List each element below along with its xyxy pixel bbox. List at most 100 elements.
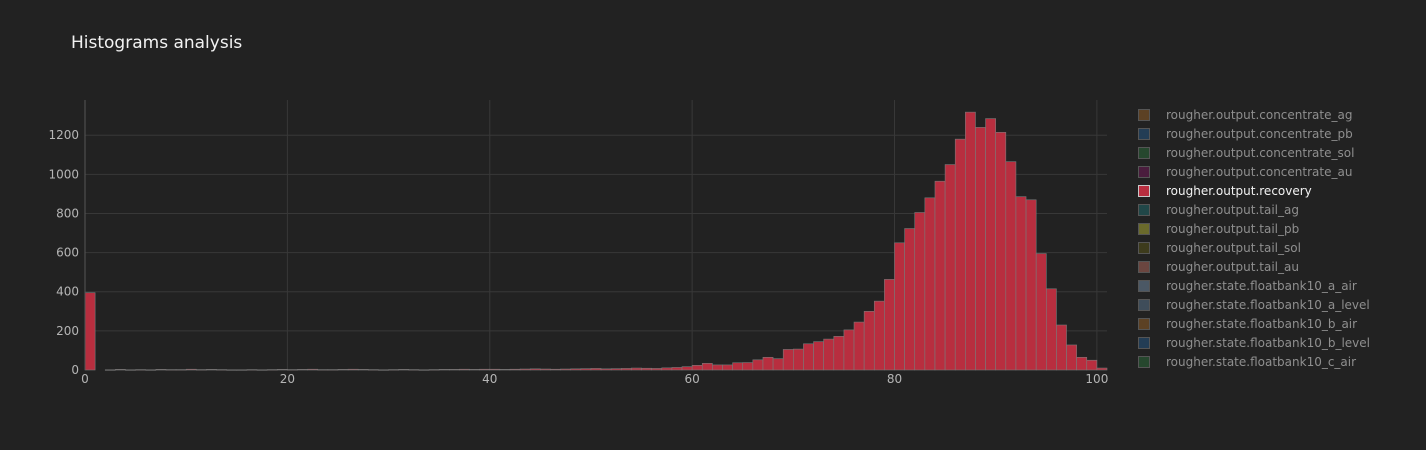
histogram-bar[interactable] xyxy=(873,300,885,371)
histogram-bar[interactable] xyxy=(590,368,602,371)
histogram-bar[interactable] xyxy=(843,329,855,371)
histogram-bar[interactable] xyxy=(863,311,875,371)
histogram-bar[interactable] xyxy=(196,369,207,371)
histogram-bar[interactable] xyxy=(317,369,329,371)
histogram-bar[interactable] xyxy=(631,367,642,371)
histogram-bar[interactable] xyxy=(894,242,905,371)
histogram-bar[interactable] xyxy=(448,369,460,371)
histogram-bar[interactable] xyxy=(934,180,946,371)
histogram-bar[interactable] xyxy=(226,369,238,371)
histogram-bar[interactable] xyxy=(276,369,288,371)
histogram-bar[interactable] xyxy=(985,118,996,371)
histogram-bar[interactable] xyxy=(418,369,430,371)
histogram-plot[interactable]: 0 200 400 600 800 1000 1200 0 20 40 60 80 100 xyxy=(0,0,1120,450)
histogram-bar[interactable] xyxy=(762,356,774,371)
histogram-bar[interactable] xyxy=(398,369,410,371)
legend-item[interactable]: rougher.output.concentrate_ag xyxy=(1138,105,1370,124)
histogram-bar[interactable] xyxy=(924,197,936,371)
histogram-bar[interactable] xyxy=(307,368,319,371)
histogram-bar[interactable] xyxy=(165,369,177,371)
histogram-bar[interactable] xyxy=(1025,199,1037,371)
histogram-bar[interactable] xyxy=(115,369,126,371)
histogram-bar[interactable] xyxy=(833,336,845,371)
histogram-bar[interactable] xyxy=(347,368,359,371)
histogram-bar[interactable] xyxy=(691,365,703,371)
histogram-bar[interactable] xyxy=(944,164,956,371)
histogram-bar[interactable] xyxy=(145,369,157,371)
histogram-bar[interactable] xyxy=(965,111,976,371)
histogram-bar[interactable] xyxy=(752,359,764,371)
histogram-bar[interactable] xyxy=(125,369,136,371)
histogram-bar[interactable] xyxy=(236,369,248,371)
histogram-bar[interactable] xyxy=(620,368,632,371)
histogram-bar[interactable] xyxy=(782,349,794,371)
histogram-bar[interactable] xyxy=(1056,324,1067,371)
histogram-bar[interactable] xyxy=(1096,367,1108,371)
histogram-bar[interactable] xyxy=(408,369,420,371)
histogram-bar[interactable] xyxy=(287,369,298,371)
histogram-bar[interactable] xyxy=(813,341,824,371)
legend-item[interactable]: rougher.output.recovery xyxy=(1138,181,1370,200)
histogram-bar[interactable] xyxy=(954,138,966,371)
histogram-bar[interactable] xyxy=(701,363,713,371)
histogram-bar[interactable] xyxy=(479,368,491,371)
histogram-bar[interactable] xyxy=(600,368,612,371)
histogram-bar[interactable] xyxy=(570,368,582,371)
legend-item[interactable]: rougher.output.concentrate_pb xyxy=(1138,124,1370,143)
histogram-bar[interactable] xyxy=(742,362,754,371)
histogram-bar[interactable] xyxy=(459,368,470,371)
histogram-bar[interactable] xyxy=(529,368,541,371)
legend-item[interactable]: rougher.output.tail_au xyxy=(1138,257,1370,276)
histogram-bar[interactable] xyxy=(489,368,501,371)
histogram-bar[interactable] xyxy=(185,368,197,371)
histogram-bar[interactable] xyxy=(266,369,278,371)
histogram-bar[interactable] xyxy=(388,369,399,371)
histogram-bar[interactable] xyxy=(681,366,693,371)
histogram-bar[interactable] xyxy=(1086,359,1098,371)
histogram-bar[interactable] xyxy=(428,369,440,371)
histogram-bar[interactable] xyxy=(206,369,217,371)
legend-item[interactable]: rougher.state.floatbank10_c_air xyxy=(1138,352,1370,371)
histogram-bar[interactable] xyxy=(661,367,673,371)
legend-item[interactable]: rougher.output.tail_ag xyxy=(1138,200,1370,219)
histogram-bar[interactable] xyxy=(995,131,1007,371)
histogram-bar[interactable] xyxy=(327,369,339,371)
histogram-bar[interactable] xyxy=(641,367,652,371)
histogram-bar[interactable] xyxy=(823,338,835,371)
histogram-bar[interactable] xyxy=(1015,196,1027,371)
histogram-bar[interactable] xyxy=(550,368,561,371)
histogram-bar[interactable] xyxy=(357,369,369,371)
histogram-bar[interactable] xyxy=(671,367,683,371)
histogram-bar[interactable] xyxy=(469,369,480,371)
legend-item[interactable]: rougher.output.concentrate_au xyxy=(1138,162,1370,181)
histogram-bar[interactable] xyxy=(560,368,572,371)
histogram-bar[interactable] xyxy=(256,369,268,371)
histogram-bar[interactable] xyxy=(803,343,814,371)
histogram-bar[interactable] xyxy=(1076,356,1088,371)
histogram-bar[interactable] xyxy=(722,364,733,371)
histogram-bar[interactable] xyxy=(1066,344,1077,371)
histogram-bar[interactable] xyxy=(175,369,187,371)
histogram-bar[interactable] xyxy=(772,358,784,371)
histogram-bar[interactable] xyxy=(904,228,916,371)
histogram-bar[interactable] xyxy=(732,362,744,371)
histogram-bar[interactable] xyxy=(509,368,521,371)
histogram-bar[interactable] xyxy=(540,368,551,371)
histogram-bar[interactable] xyxy=(580,368,592,371)
histogram-bar[interactable] xyxy=(610,368,622,371)
histogram-bar[interactable] xyxy=(651,368,663,371)
histogram-bar[interactable] xyxy=(155,369,167,371)
histogram-bar[interactable] xyxy=(884,279,895,371)
histogram-bar[interactable] xyxy=(216,369,227,371)
histogram-bar[interactable] xyxy=(975,127,986,371)
histogram-bar[interactable] xyxy=(914,212,926,371)
histogram-bar[interactable] xyxy=(519,368,531,371)
legend-item[interactable]: rougher.output.tail_pb xyxy=(1138,219,1370,238)
histogram-bar[interactable] xyxy=(135,369,147,371)
histogram-bar[interactable] xyxy=(368,369,379,371)
histogram-bar[interactable] xyxy=(1005,161,1017,371)
histogram-bar[interactable] xyxy=(712,364,723,371)
histogram-bar[interactable] xyxy=(337,369,349,371)
histogram-bar[interactable] xyxy=(246,369,258,371)
histogram-bar[interactable] xyxy=(793,348,804,371)
